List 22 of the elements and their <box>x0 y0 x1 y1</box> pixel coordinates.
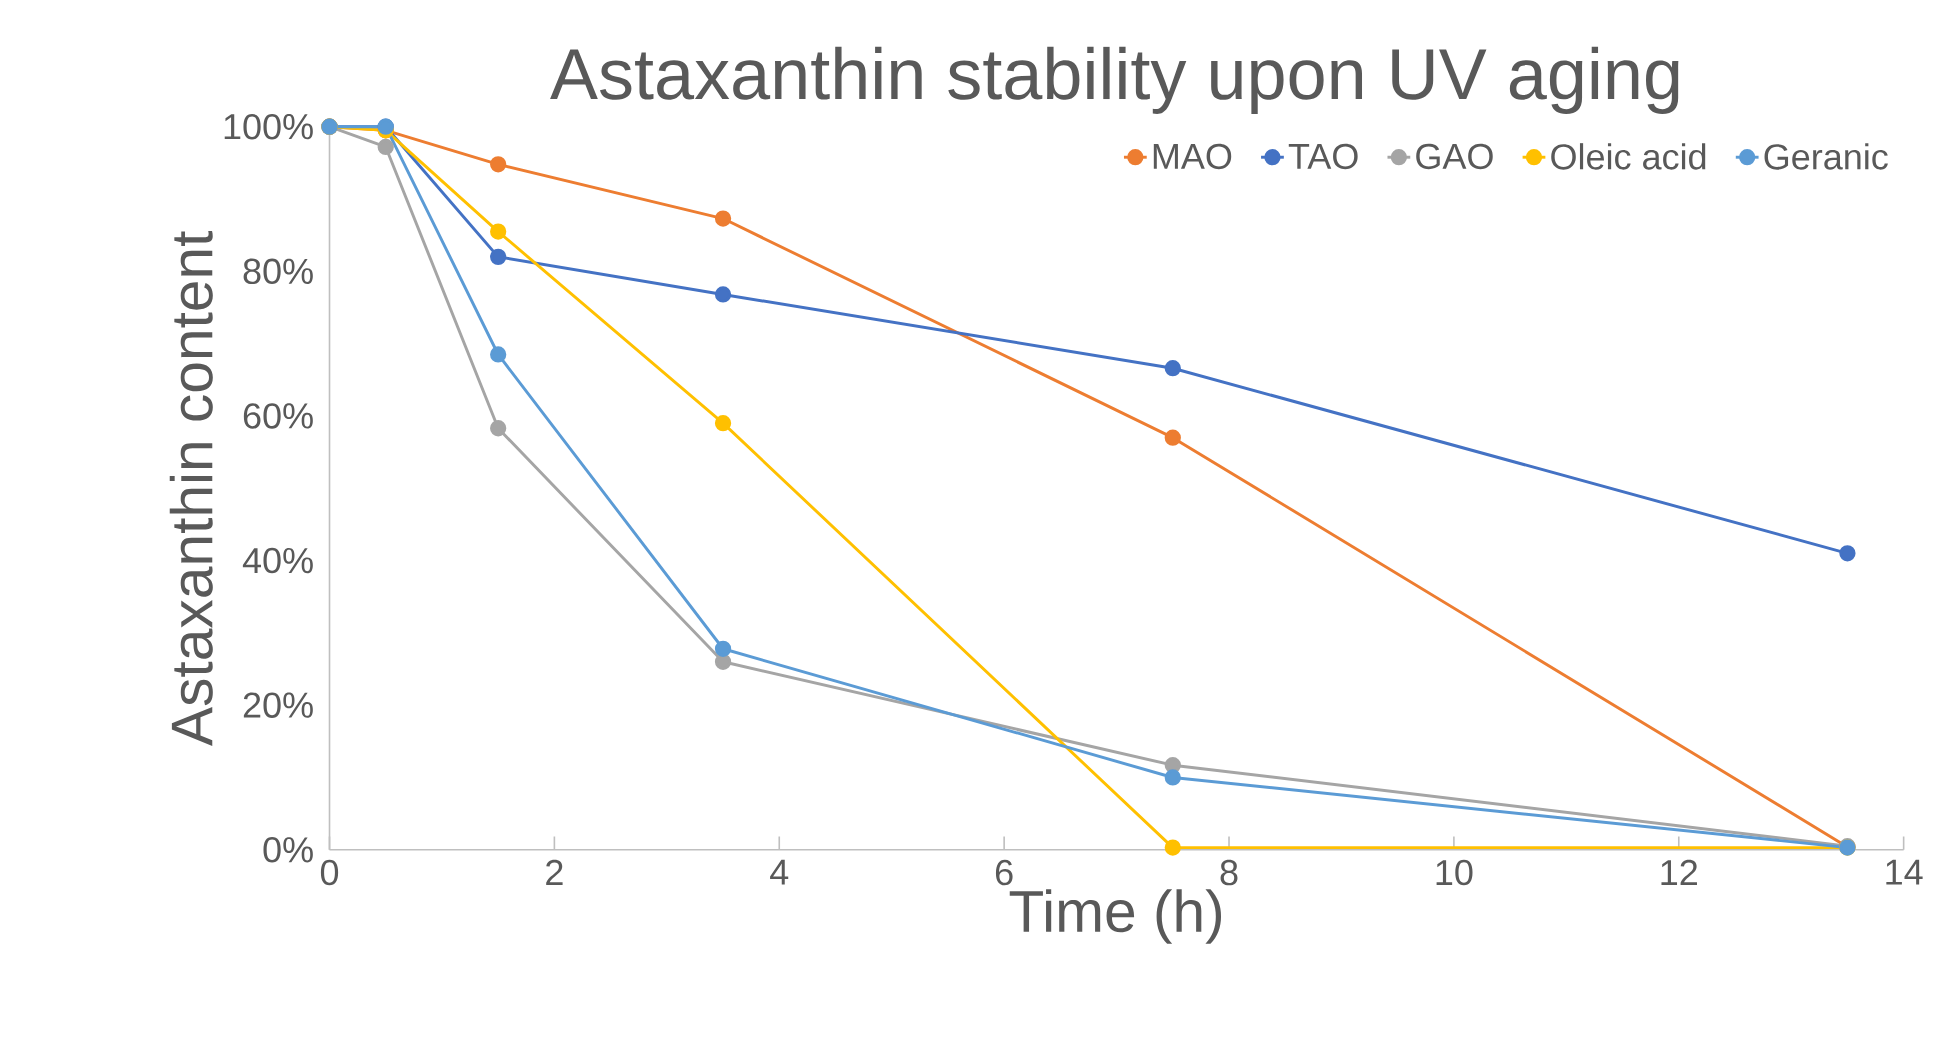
y-tick-label: 100% <box>224 114 313 140</box>
legend-label: Oleic acid <box>1551 143 1706 170</box>
y-tick-label: 20% <box>243 692 313 719</box>
y-tick-label: 80% <box>243 258 313 285</box>
x-tick-label: 10 <box>1436 860 1473 886</box>
legend-label: Geranic <box>1764 143 1888 170</box>
y-axis-title: Astaxanthin content <box>169 231 213 747</box>
x-tick-label: 4 <box>770 860 789 885</box>
y-tick-label: 40% <box>242 548 313 574</box>
x-tick-label: 14 <box>1886 860 1923 885</box>
legend-label: MAO <box>1153 143 1232 170</box>
x-axis-title: Time (h) <box>1009 889 1222 945</box>
y-tick-label: 0% <box>263 837 313 863</box>
x-tick-label: 2 <box>546 860 563 886</box>
chart-title: Astaxanthin stability upon UV aging <box>550 47 1679 115</box>
x-tick-label: 8 <box>1220 860 1238 886</box>
y-tick-label: 60% <box>243 403 313 429</box>
legend-label: TAO <box>1288 143 1358 170</box>
x-tick-label: 12 <box>1661 860 1697 886</box>
x-tick-label: 6 <box>995 860 1013 886</box>
legend-label: GAO <box>1416 143 1493 170</box>
x-tick-label: 0 <box>320 860 339 886</box>
